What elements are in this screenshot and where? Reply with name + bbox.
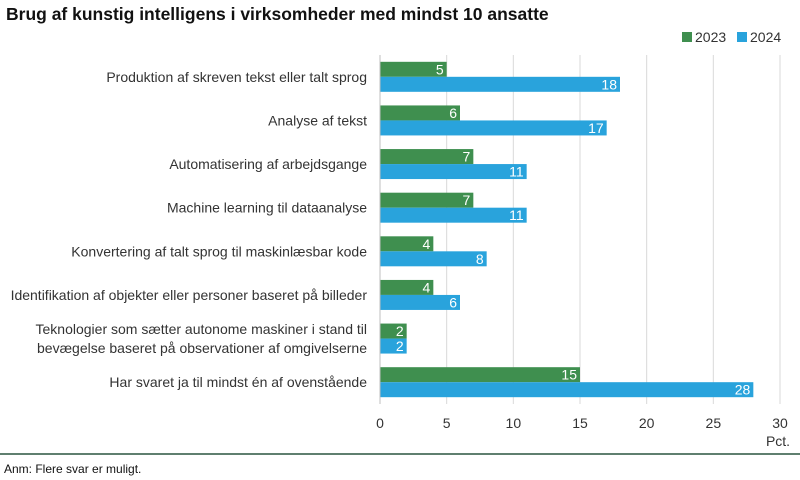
legend-label-2023: 2023 (695, 29, 726, 45)
data-label-2024-0: 18 (601, 76, 617, 92)
data-label-2023-4: 4 (423, 236, 431, 252)
data-label-2023-0: 5 (436, 61, 444, 77)
category-label-6-line-0: Teknologier som sætter autonome maskiner… (36, 321, 367, 337)
category-label-7: Har svaret ja til mindst én af ovenståen… (109, 374, 367, 390)
bar-2024-3 (380, 207, 527, 223)
x-tick-label-25: 25 (706, 415, 722, 431)
data-label-2024-3: 11 (509, 207, 524, 223)
bar-2024-5 (380, 294, 460, 310)
data-label-2023-7: 15 (561, 367, 577, 383)
category-label-5: Identifikation af objekter eller persone… (11, 287, 368, 303)
bar-2024-7 (380, 382, 754, 398)
legend-label-2024: 2024 (750, 29, 781, 45)
bar-2023-6 (380, 323, 407, 339)
bar-2024-6 (380, 338, 407, 354)
data-label-2024-4: 8 (476, 251, 484, 267)
data-label-2023-1: 6 (449, 105, 457, 121)
bar-2023-4 (380, 236, 434, 252)
bar-2023-3 (380, 192, 474, 208)
bar-2023-5 (380, 279, 434, 295)
chart-title: Brug af kunstig intelligens i virksomhed… (6, 4, 549, 24)
x-axis-unit-label: Pct. (766, 433, 790, 449)
legend-swatch-2023 (682, 32, 692, 42)
category-label-0: Produktion af skreven tekst eller talt s… (106, 69, 367, 85)
category-label-6-line-1: bevægelse baseret på observationer af om… (37, 340, 367, 356)
x-tick-label-15: 15 (572, 415, 588, 431)
data-label-2023-3: 7 (463, 192, 471, 208)
x-tick-label-30: 30 (772, 415, 788, 431)
category-label-1: Analyse af tekst (268, 112, 367, 128)
data-label-2023-5: 4 (423, 279, 431, 295)
data-label-2024-6: 2 (396, 338, 404, 354)
footer-divider (0, 453, 800, 455)
legend-swatch-2024 (737, 32, 747, 42)
x-tick-label-0: 0 (376, 415, 384, 431)
x-tick-label-5: 5 (443, 415, 451, 431)
data-label-2023-6: 2 (396, 323, 404, 339)
bar-2024-2 (380, 164, 527, 180)
category-label-2: Automatisering af arbejdsgange (169, 156, 367, 172)
bar-2023-1 (380, 105, 460, 121)
bar-2023-2 (380, 149, 474, 165)
x-tick-label-20: 20 (639, 415, 655, 431)
bar-2023-7 (380, 367, 580, 383)
bar-2024-1 (380, 120, 607, 136)
category-label-3: Machine learning til dataanalyse (167, 200, 367, 216)
bar-2023-0 (380, 61, 447, 77)
data-label-2024-5: 6 (449, 294, 457, 310)
category-label-4: Konvertering af talt sprog til maskinlæs… (71, 243, 367, 259)
bar-2024-4 (380, 251, 487, 267)
data-label-2023-2: 7 (463, 149, 471, 165)
footnote: Anm: Flere svar er muligt. (4, 462, 142, 476)
data-label-2024-7: 28 (735, 382, 751, 398)
data-label-2024-1: 17 (588, 120, 604, 136)
x-tick-label-10: 10 (506, 415, 522, 431)
data-label-2024-2: 11 (509, 164, 524, 180)
bar-2024-0 (380, 76, 620, 92)
